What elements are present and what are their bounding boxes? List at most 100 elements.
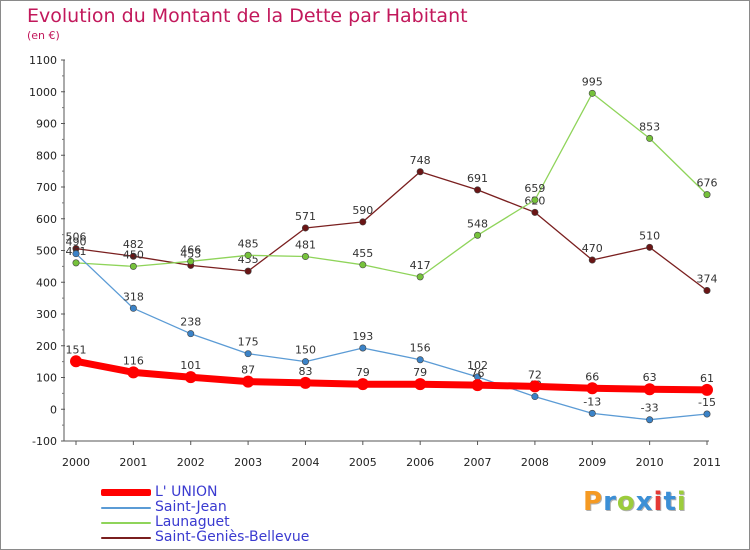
data-label-launaguet: 481 — [295, 239, 316, 252]
data-point-l-union — [184, 371, 197, 384]
series-line-l-union — [72, 357, 711, 394]
data-label-l-union: 79 — [413, 366, 427, 379]
y-tick-label: 900 — [36, 118, 57, 131]
data-label-saint-jean: 156 — [410, 342, 431, 355]
data-label-saint-jean: 175 — [238, 336, 259, 349]
data-label-l-union: 61 — [700, 372, 714, 385]
data-point-saint-jean — [301, 358, 309, 366]
series-line-saint-geni-s-bellevue — [75, 171, 708, 292]
data-point-l-union — [299, 376, 312, 389]
y-tick-label: 700 — [36, 181, 57, 194]
data-point-saint-jean — [359, 344, 367, 352]
legend-label: L' UNION — [155, 484, 218, 500]
y-tick-label: 800 — [36, 149, 57, 162]
legend-swatch — [101, 522, 151, 524]
series-line-launaguet — [75, 92, 708, 278]
chart-unit: (en €) — [27, 29, 60, 42]
x-tick-label: 2010 — [636, 456, 664, 469]
data-label-saint-geni-s-bellevue: 748 — [410, 154, 431, 167]
x-tick-label: 2006 — [406, 456, 434, 469]
data-label-l-union: 63 — [643, 371, 657, 384]
data-point-launaguet — [301, 253, 309, 261]
data-point-saint-geni-s-bellevue — [416, 168, 424, 176]
x-tick-label: 2002 — [177, 456, 205, 469]
data-point-saint-jean — [72, 250, 80, 258]
x-tick-label: 2009 — [578, 456, 606, 469]
data-point-l-union — [643, 383, 656, 396]
data-point-launaguet — [359, 261, 367, 269]
y-tick-label: 1000 — [29, 86, 57, 99]
data-label-saint-jean: -33 — [641, 402, 659, 415]
x-tick-label: 2001 — [119, 456, 147, 469]
data-point-launaguet — [588, 89, 596, 97]
series-line-saint-jean — [75, 253, 708, 421]
data-label-saint-geni-s-bellevue: 590 — [352, 204, 373, 217]
x-tick-label: 2000 — [62, 456, 90, 469]
data-point-saint-geni-s-bellevue — [129, 252, 137, 260]
data-point-launaguet — [244, 251, 252, 259]
data-point-saint-jean — [129, 304, 137, 312]
chart-title: Evolution du Montant de la Dette par Hab… — [27, 5, 468, 27]
data-label-saint-jean: 102 — [467, 359, 488, 372]
legend-label: Saint-Jean — [155, 499, 227, 515]
data-label-l-union: 116 — [123, 354, 144, 367]
y-tick-label: 300 — [36, 308, 57, 321]
data-label-l-union: 79 — [356, 366, 370, 379]
data-point-launaguet — [474, 231, 482, 239]
data-point-launaguet — [703, 191, 711, 199]
data-point-l-union — [586, 382, 599, 395]
data-label-saint-geni-s-bellevue: 453 — [180, 247, 201, 260]
legend-swatch — [101, 489, 151, 496]
data-point-launaguet — [416, 273, 424, 281]
data-point-saint-jean — [187, 330, 195, 338]
data-label-saint-jean: 238 — [180, 316, 201, 329]
legend-label: Launaguet — [155, 514, 230, 530]
data-label-launaguet: 485 — [238, 237, 259, 250]
data-point-launaguet — [531, 196, 539, 204]
data-label-saint-geni-s-bellevue: 470 — [582, 242, 603, 255]
data-point-saint-geni-s-bellevue — [588, 256, 596, 264]
data-label-l-union: 87 — [241, 364, 255, 377]
data-label-launaguet: 659 — [524, 182, 545, 195]
legend-label: Saint-Geniès-Bellevue — [155, 529, 310, 545]
x-tick-label: 2011 — [693, 456, 721, 469]
data-label-launaguet: 548 — [467, 217, 488, 230]
data-point-saint-jean — [244, 350, 252, 358]
data-point-l-union — [701, 383, 713, 396]
data-label-saint-jean: -13 — [583, 395, 601, 408]
data-point-launaguet — [646, 134, 654, 142]
data-label-saint-geni-s-bellevue: 571 — [295, 210, 316, 223]
data-point-l-union — [528, 380, 541, 393]
y-tick-label: 600 — [36, 213, 57, 226]
data-label-l-union: 76 — [471, 367, 485, 380]
data-point-saint-jean — [588, 409, 596, 417]
data-point-saint-jean — [416, 356, 424, 364]
data-label-saint-geni-s-bellevue: 506 — [66, 231, 87, 244]
data-point-l-union — [127, 366, 140, 379]
legend-swatch — [101, 507, 151, 509]
data-label-l-union: 83 — [298, 365, 312, 378]
data-label-launaguet: 450 — [123, 248, 144, 261]
data-point-saint-geni-s-bellevue — [531, 208, 539, 216]
data-label-saint-jean: 150 — [295, 344, 316, 357]
data-label-launaguet: 455 — [352, 247, 373, 260]
data-point-saint-jean — [646, 416, 654, 424]
x-tick-label: 2004 — [291, 456, 319, 469]
data-label-saint-jean: 490 — [66, 236, 87, 249]
data-label-l-union: 72 — [528, 368, 542, 381]
data-label-saint-geni-s-bellevue: 374 — [697, 273, 718, 286]
data-point-saint-geni-s-bellevue — [301, 224, 309, 232]
data-point-l-union — [471, 379, 484, 392]
data-point-saint-jean — [703, 410, 711, 418]
y-tick-label: 500 — [36, 245, 57, 258]
data-label-saint-jean: 193 — [352, 330, 373, 343]
data-label-saint-jean: 318 — [123, 290, 144, 303]
data-point-l-union — [242, 375, 255, 388]
data-point-saint-geni-s-bellevue — [703, 287, 711, 295]
x-tick-label: 2005 — [349, 456, 377, 469]
data-label-launaguet: 417 — [410, 259, 431, 272]
data-label-l-union: 151 — [66, 343, 87, 356]
data-label-launaguet: 676 — [697, 177, 718, 190]
